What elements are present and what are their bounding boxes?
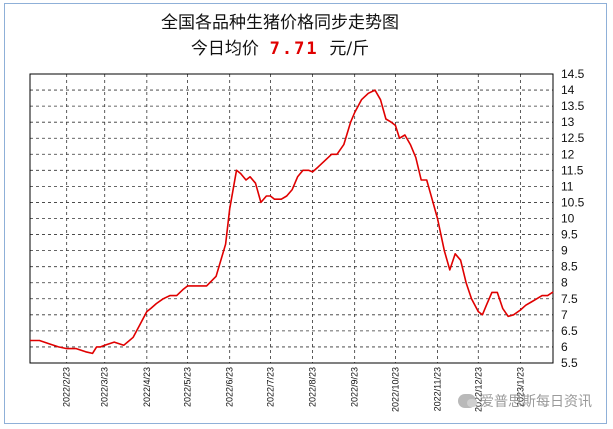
y-axis-ticks: 5.5 6 6.5 7 7.5 8 8.5 9 9.5 10 10.5 11 11.5 12 12.5 13 1… xyxy=(561,67,585,370)
x-tick-label: 2022/7/23 xyxy=(265,367,275,407)
x-tick-label: 2022/8/23 xyxy=(308,367,318,407)
watermark: 爱普思斯每日资讯 xyxy=(458,391,592,411)
x-tick-label: 2022/5/23 xyxy=(183,367,193,407)
x-tick-label: 2022/11/23 xyxy=(433,367,443,411)
x-tick-label: 2022/3/23 xyxy=(100,367,110,407)
y-tick-label: 7 xyxy=(561,308,568,322)
x-tick-label: 2022/12/23 xyxy=(473,367,483,412)
watermark-text: 爱普思斯每日资讯 xyxy=(480,394,592,410)
y-tick-label: 12 xyxy=(561,147,575,161)
y-tick-label: 14.5 xyxy=(561,67,585,81)
y-tick-label: 6.5 xyxy=(561,324,578,338)
y-tick-label: 8 xyxy=(561,276,568,290)
plot-area xyxy=(29,73,554,364)
grid-lines xyxy=(30,74,553,363)
y-tick-label: 9 xyxy=(561,244,568,258)
x-axis-ticks: 2022/2/23 2022/3/23 2022/4/23 2022/5/23 2022… xyxy=(62,367,526,412)
wechat-icon xyxy=(458,394,477,408)
chart-frame xyxy=(4,3,607,424)
y-tick-label: 9.5 xyxy=(561,228,578,242)
chart-title: 全国各品种生猪价格同步走势图 xyxy=(161,13,399,33)
y-tick-label: 5.5 xyxy=(561,356,578,370)
y-tick-label: 11 xyxy=(561,179,574,193)
y-tick-label: 7.5 xyxy=(561,292,578,306)
y-tick-label: 14 xyxy=(561,83,575,97)
x-tick-label: 2022/10/23 xyxy=(390,367,400,412)
y-tick-label: 13 xyxy=(561,115,575,129)
x-tick-label: 2023/1/23 xyxy=(515,367,525,407)
x-tick-label: 2022/6/23 xyxy=(225,367,235,407)
y-tick-label: 11.5 xyxy=(561,163,584,177)
avg-price-label: 今日均价 xyxy=(190,39,259,59)
avg-price-value: 7.71 xyxy=(269,39,319,59)
y-tick-label: 10 xyxy=(561,212,575,226)
price-series-line xyxy=(30,89,554,355)
y-tick-label: 13.5 xyxy=(561,99,585,113)
x-tick-label: 2022/9/23 xyxy=(350,367,360,407)
y-tick-label: 12.5 xyxy=(561,131,585,145)
y-tick-label: 6 xyxy=(561,340,568,354)
y-tick-label: 8.5 xyxy=(561,260,578,274)
x-tick-label: 2022/2/23 xyxy=(62,367,72,407)
x-tick-label: 2022/4/23 xyxy=(142,367,152,407)
y-tick-label: 10.5 xyxy=(561,195,585,209)
chart-subtitle: 今日均价 7.71 元/斤 xyxy=(10,34,550,59)
avg-price-unit: 元/斤 xyxy=(329,39,370,59)
